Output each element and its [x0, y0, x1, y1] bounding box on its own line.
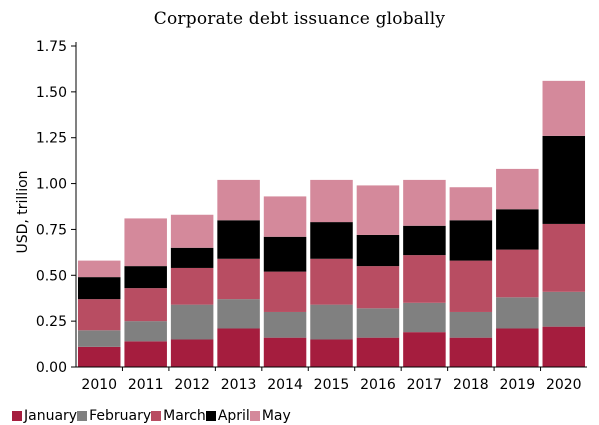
bar-2013-february [217, 299, 260, 329]
bar-2011-may [124, 218, 167, 267]
bar-2020-february [542, 291, 586, 327]
bar-2011-february [124, 321, 167, 342]
bar-2020-january [542, 326, 586, 367]
bar-2015-may [310, 179, 353, 223]
bar-2018-february [449, 311, 493, 338]
y-tick-label: 1.00 [36, 177, 67, 193]
legend-label: April [217, 408, 250, 424]
legend-swatch [205, 411, 216, 421]
bar-2018-january [449, 337, 493, 367]
bar-2010-may [77, 260, 121, 278]
legend-label: March [163, 408, 206, 424]
y-tick-label: 0.75 [36, 222, 67, 238]
bar-2012-february [170, 304, 214, 340]
legend-label: May [261, 408, 291, 424]
bar-2019-february [496, 297, 539, 329]
bar-2018-march [449, 260, 493, 312]
legend-item-january: January [12, 408, 77, 424]
legend-label: February [89, 408, 152, 424]
bar-2017-january [403, 332, 446, 367]
bar-2014-april [263, 236, 307, 272]
legend: January February March April May [12, 408, 291, 424]
legend-label: January [24, 408, 78, 424]
y-tick-label: 0.00 [36, 360, 67, 376]
chart-title: Corporate debt issuance globally [153, 9, 446, 29]
bar-2020-april [542, 135, 586, 224]
bar-2016-february [356, 308, 400, 338]
legend-item-april: April [205, 408, 250, 424]
legend-item-february: February [77, 408, 151, 424]
bar-2014-january [263, 337, 307, 367]
x-tick-label: 2010 [81, 377, 117, 393]
bar-2015-march [310, 258, 353, 305]
bar-2016-may [356, 185, 400, 235]
bar-2015-april [310, 222, 353, 259]
bar-2010-february [77, 330, 121, 347]
y-tick-label: 0.25 [36, 314, 67, 330]
y-tick-label: 1.75 [36, 39, 67, 55]
bar-2012-january [170, 339, 214, 367]
bar-2015-january [310, 339, 353, 367]
bar-2020-may [542, 80, 586, 136]
bar-2018-april [449, 220, 493, 261]
bar-2010-january [77, 346, 121, 367]
bar-2011-january [124, 341, 167, 367]
bar-2019-april [496, 209, 539, 250]
x-tick-label: 2019 [499, 377, 535, 393]
bar-2017-february [403, 302, 446, 333]
bar-2013-january [217, 328, 260, 367]
bar-2016-march [356, 266, 400, 309]
bar-2018-may [449, 187, 493, 221]
bar-2012-april [170, 247, 214, 268]
bar-2013-april [217, 220, 260, 259]
bar-2014-february [263, 311, 307, 338]
y-tick-label: 0.50 [36, 268, 67, 284]
axes-group: 0.00 0.25 0.50 0.75 1.00 1.25 1.50 1.75 2010 2011… [36, 39, 587, 393]
x-tick-label: 2020 [546, 377, 582, 393]
x-tick-label: 2014 [267, 377, 303, 393]
bar-2016-january [356, 337, 400, 367]
bar-2013-may [217, 179, 260, 221]
x-tick-label: 2013 [221, 377, 257, 393]
bar-2017-may [403, 179, 446, 226]
bar-2020-march [542, 223, 586, 292]
bar-2010-march [77, 299, 121, 331]
legend-item-march: March [151, 408, 206, 424]
bar-2019-march [496, 249, 539, 298]
bar-2010-april [77, 277, 121, 300]
x-tick-label: 2016 [360, 377, 396, 393]
x-tick-label: 2018 [453, 377, 489, 393]
legend-swatch [12, 411, 22, 421]
bar-2017-march [403, 255, 446, 303]
y-axis-title: USD, trillion [15, 170, 31, 253]
bar-2012-may [170, 214, 214, 248]
bar-2017-april [403, 225, 446, 256]
bar-2012-march [170, 267, 214, 305]
x-tick-label: 2011 [128, 377, 164, 393]
bar-2011-march [124, 288, 167, 322]
legend-swatch [249, 411, 260, 421]
bar-2019-may [496, 168, 539, 210]
bar-2015-february [310, 304, 353, 340]
legend-swatch [151, 411, 162, 421]
bar-2016-april [356, 234, 400, 267]
bar-2013-march [217, 258, 260, 300]
y-tick-label: 1.50 [36, 85, 67, 101]
bar-2019-january [496, 328, 539, 367]
y-tick-label: 1.25 [36, 131, 67, 147]
legend-item-may: May [249, 408, 291, 424]
x-tick-label: 2015 [314, 377, 350, 393]
bars-group [77, 80, 586, 367]
x-tick-label: 2012 [174, 377, 210, 393]
x-tick-label: 2017 [407, 377, 443, 393]
bar-2011-april [124, 266, 167, 289]
legend-swatch [77, 411, 88, 421]
bar-2014-may [263, 196, 307, 237]
bar-2014-march [263, 271, 307, 312]
